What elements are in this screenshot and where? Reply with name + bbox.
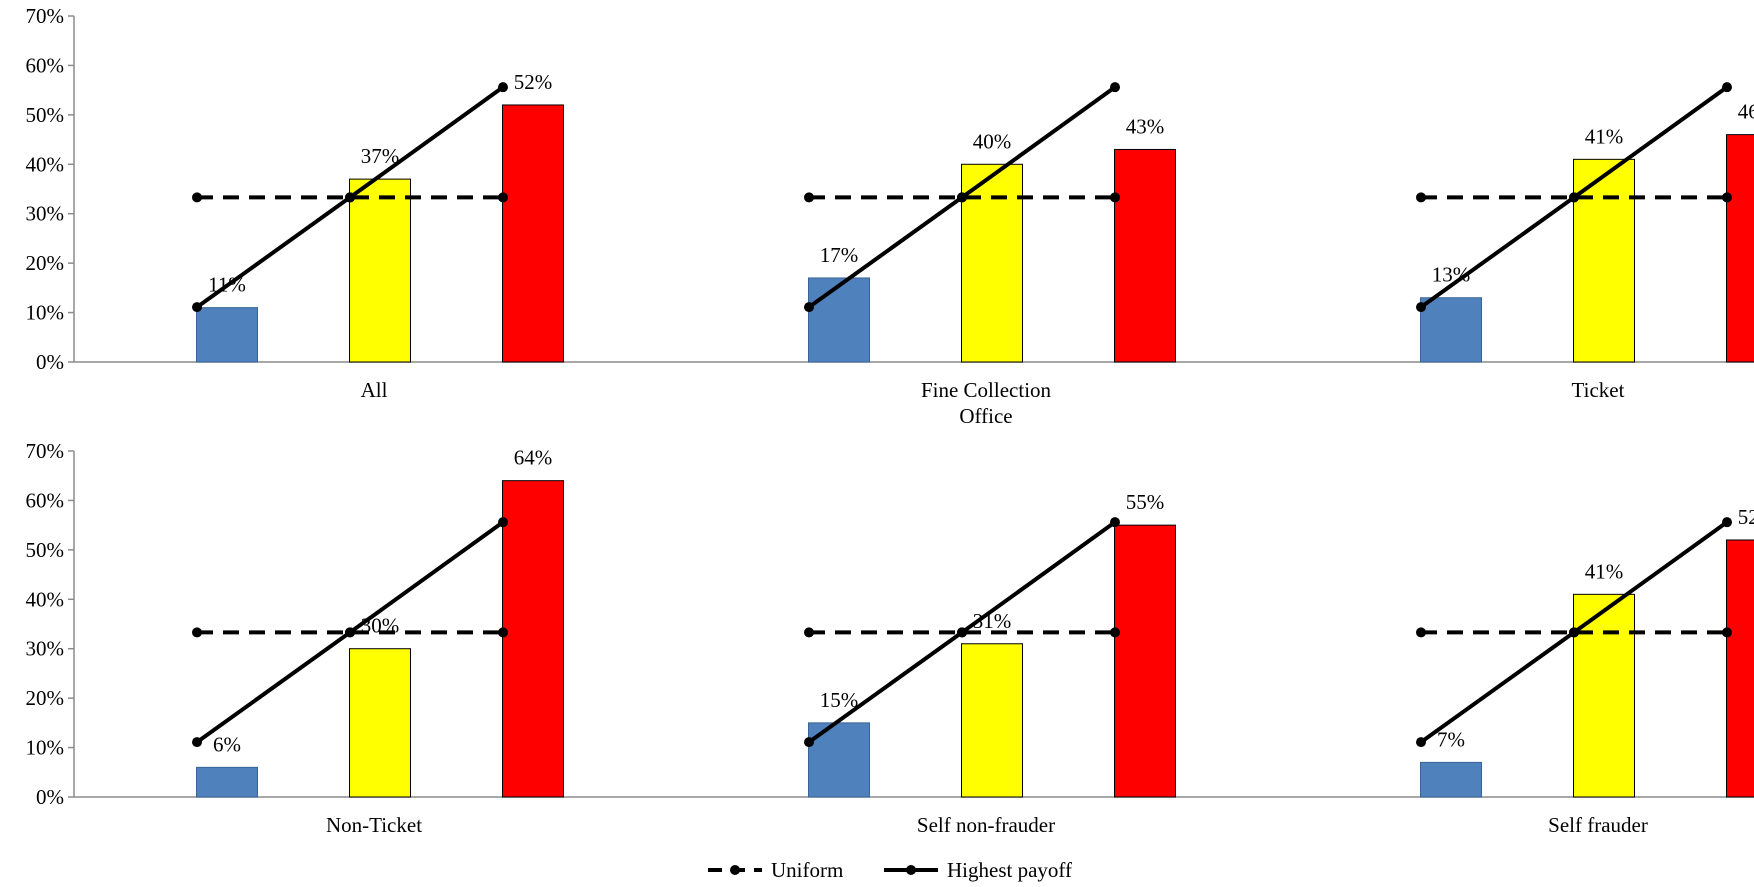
category-label: All: [361, 378, 388, 402]
chart-rows: 0%10%20%30%40%50%60%70%11%37%52%All17%40…: [26, 4, 1754, 837]
highest-payoff-marker: [804, 302, 814, 313]
bar: [196, 766, 258, 798]
highest-payoff-marker: [1416, 302, 1426, 313]
uniform-marker: [804, 627, 814, 638]
bar: [349, 178, 411, 363]
bar: [502, 480, 564, 798]
highest-payoff-marker: [498, 82, 508, 93]
category-label: Self non-frauder: [917, 813, 1055, 837]
uniform-marker: [1110, 192, 1120, 203]
y-tick-label: 70%: [26, 4, 65, 28]
uniform-marker: [192, 627, 202, 638]
y-tick-label: 20%: [26, 251, 65, 275]
uniform-marker: [192, 192, 202, 203]
highest-payoff-marker: [1722, 82, 1732, 93]
y-tick-label: 10%: [26, 736, 65, 760]
bar: [502, 104, 564, 363]
y-tick-label: 10%: [26, 301, 65, 325]
data-label: 17%: [820, 243, 859, 267]
chart-row-2: 0%10%20%30%40%50%60%70%6%30%64%Non-Ticke…: [26, 439, 1754, 837]
category-label: Ticket: [1572, 378, 1625, 402]
bar: [961, 643, 1023, 798]
chart-row-1: 0%10%20%30%40%50%60%70%11%37%52%All17%40…: [26, 4, 1754, 428]
bar: [1573, 158, 1635, 363]
bar: [196, 307, 258, 363]
y-tick-label: 60%: [26, 53, 65, 77]
data-label: 40%: [973, 129, 1012, 153]
uniform-marker: [498, 627, 508, 638]
highest-payoff-marker: [345, 627, 355, 638]
highest-payoff-marker: [192, 737, 202, 748]
highest-payoff-marker: [1110, 82, 1120, 93]
uniform-marker: [804, 192, 814, 203]
y-tick-label: 50%: [26, 538, 65, 562]
highest-payoff-marker: [1110, 517, 1120, 528]
uniform-marker: [1110, 627, 1120, 638]
category-label: Non-Ticket: [326, 813, 422, 837]
bar: [1726, 134, 1754, 363]
bar: [1573, 593, 1635, 798]
legend: Uniform Highest payoff: [708, 858, 1072, 882]
bar-group: 6%30%64%Non-Ticket: [192, 446, 564, 837]
legend-highest-payoff-marker: [906, 865, 916, 875]
data-label: 55%: [1126, 490, 1165, 514]
highest-payoff-marker: [498, 517, 508, 528]
y-tick-label: 40%: [26, 587, 65, 611]
legend-highest-payoff-label: Highest payoff: [947, 858, 1072, 882]
y-tick-label: 60%: [26, 488, 65, 512]
highest-payoff-marker: [345, 192, 355, 203]
category-label: Office: [959, 404, 1012, 428]
category-label: Fine Collection: [921, 378, 1052, 402]
category-label: Self frauder: [1548, 813, 1648, 837]
highest-payoff-marker: [1569, 627, 1579, 638]
bar: [961, 163, 1023, 363]
data-label: 15%: [820, 688, 859, 712]
y-tick-label: 30%: [26, 202, 65, 226]
bar: [1420, 297, 1482, 363]
uniform-marker: [498, 192, 508, 203]
bar: [349, 648, 411, 798]
highest-payoff-marker: [1416, 737, 1426, 748]
highest-payoff-marker: [957, 192, 967, 203]
data-label: 46%: [1738, 100, 1754, 124]
highest-payoff-marker: [957, 627, 967, 638]
data-label: 6%: [213, 732, 241, 756]
legend-uniform-label: Uniform: [771, 858, 843, 882]
y-tick-label: 40%: [26, 152, 65, 176]
bar-group: 7% 41% 52% Self frauder: [1416, 505, 1754, 837]
highest-payoff-marker: [804, 737, 814, 748]
highest-payoff-marker: [1569, 192, 1579, 203]
bar: [1114, 524, 1176, 798]
bar-group: 13%41%46%Ticket: [1416, 82, 1754, 402]
data-label: 43%: [1126, 114, 1165, 138]
data-label: 52%: [514, 70, 553, 94]
data-label: 41%: [1585, 559, 1624, 583]
legend-uniform-marker: [730, 865, 740, 875]
bar: [1726, 539, 1754, 798]
uniform-marker: [1722, 627, 1732, 638]
uniform-marker: [1722, 192, 1732, 203]
data-label: 41%: [1585, 124, 1624, 148]
data-label: 52%: [1738, 505, 1754, 529]
highest-payoff-marker: [1722, 517, 1732, 528]
uniform-marker: [1416, 627, 1426, 638]
y-tick-label: 0%: [36, 350, 64, 374]
bar: [808, 277, 870, 363]
bar-group: 15%31%55%Self non-frauder: [804, 490, 1176, 837]
highest-payoff-marker: [192, 302, 202, 313]
bar-group: 11%37%52%All: [192, 70, 564, 402]
uniform-marker: [1416, 192, 1426, 203]
bar: [1114, 148, 1176, 363]
y-tick-label: 0%: [36, 785, 64, 809]
data-label: 7%: [1437, 727, 1465, 751]
y-tick-label: 70%: [26, 439, 65, 463]
y-tick-label: 30%: [26, 637, 65, 661]
data-label: 64%: [514, 446, 553, 470]
y-tick-label: 50%: [26, 103, 65, 127]
y-tick-label: 20%: [26, 686, 65, 710]
bar: [1420, 761, 1482, 798]
